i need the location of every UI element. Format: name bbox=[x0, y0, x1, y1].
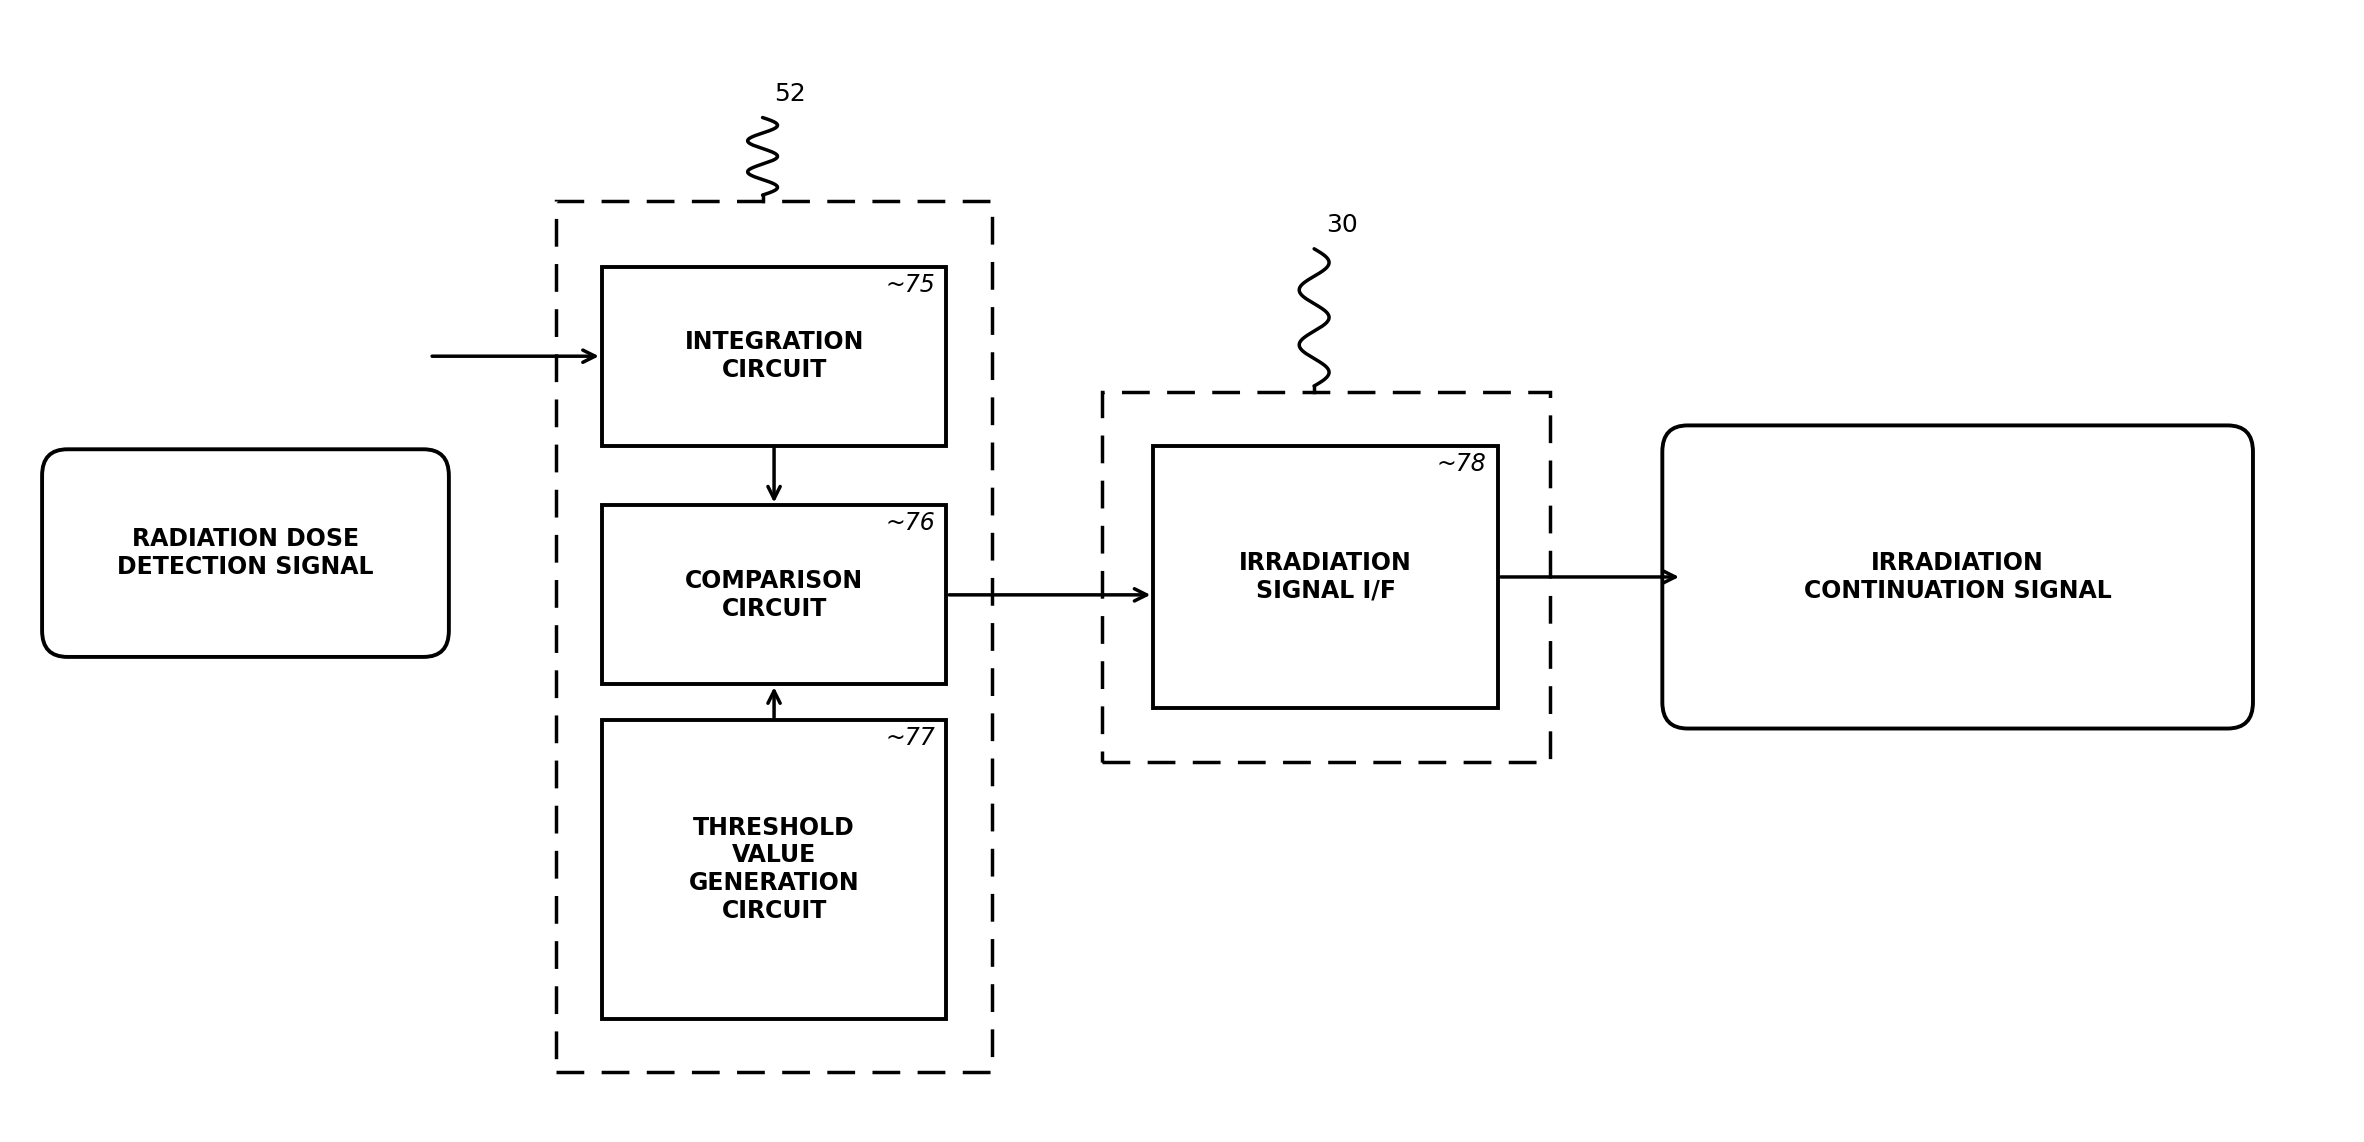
Text: IRRADIATION
SIGNAL I/F: IRRADIATION SIGNAL I/F bbox=[1239, 552, 1411, 603]
Text: ~78: ~78 bbox=[1437, 452, 1487, 476]
Text: ~77: ~77 bbox=[884, 726, 934, 750]
Text: IRRADIATION
CONTINUATION SIGNAL: IRRADIATION CONTINUATION SIGNAL bbox=[1804, 552, 2111, 603]
Bar bbox=[603, 506, 946, 684]
Bar bbox=[1154, 445, 1499, 708]
Bar bbox=[556, 201, 993, 1072]
Bar bbox=[1102, 392, 1551, 762]
Text: THRESHOLD
VALUE
GENERATION
CIRCUIT: THRESHOLD VALUE GENERATION CIRCUIT bbox=[688, 815, 860, 923]
FancyBboxPatch shape bbox=[43, 449, 449, 657]
Text: INTEGRATION
CIRCUIT: INTEGRATION CIRCUIT bbox=[686, 330, 863, 383]
FancyBboxPatch shape bbox=[1662, 426, 2253, 729]
Text: RADIATION DOSE
DETECTION SIGNAL: RADIATION DOSE DETECTION SIGNAL bbox=[118, 528, 374, 579]
Text: COMPARISON
CIRCUIT: COMPARISON CIRCUIT bbox=[686, 569, 863, 621]
Bar bbox=[603, 267, 946, 445]
Text: ~76: ~76 bbox=[884, 512, 934, 536]
Text: 52: 52 bbox=[773, 81, 806, 105]
Text: 30: 30 bbox=[1326, 212, 1357, 236]
Text: ~75: ~75 bbox=[884, 273, 934, 297]
Bar bbox=[603, 721, 946, 1019]
